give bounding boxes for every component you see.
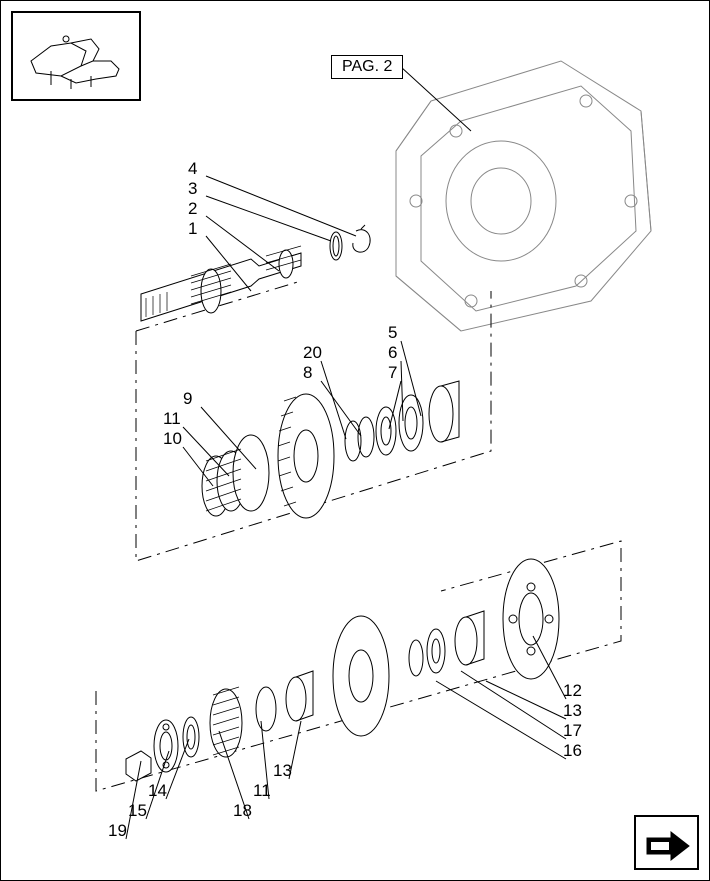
callout-16: 16	[563, 741, 582, 761]
callout-11: 11	[163, 409, 181, 429]
top-shaft	[141, 225, 370, 321]
callout-4: 4	[188, 159, 197, 179]
callout-14: 14	[148, 781, 167, 801]
callout-1: 1	[188, 219, 197, 239]
leader-lines	[126, 176, 566, 839]
callout-19: 19	[108, 821, 127, 841]
page: PAG. 2	[0, 0, 710, 881]
callout-3: 3	[188, 179, 197, 199]
thumbnail-svg	[21, 21, 131, 91]
page-reference-label: PAG. 2	[342, 58, 392, 75]
callout-11: 11	[253, 781, 271, 801]
callout-5: 5	[388, 323, 397, 343]
callout-7: 7	[388, 363, 397, 383]
callout-13: 13	[563, 701, 582, 721]
corner-icon-box	[634, 815, 699, 870]
callout-17: 17	[563, 721, 582, 741]
arrow-icon	[643, 824, 691, 862]
middle-cluster	[202, 381, 459, 518]
lower-train	[126, 559, 559, 781]
callout-8: 8	[303, 363, 312, 383]
callout-15: 15	[128, 801, 147, 821]
page-reference-box: PAG. 2	[331, 55, 403, 79]
callout-2: 2	[188, 199, 197, 219]
exploded-view-drawing	[1, 1, 710, 881]
callout-12: 12	[563, 681, 582, 701]
callout-6: 6	[388, 343, 397, 363]
housing-ghost	[396, 61, 651, 331]
callout-10: 10	[163, 429, 182, 449]
callout-18: 18	[233, 801, 252, 821]
callout-13: 13	[273, 761, 292, 781]
thumbnail-box	[11, 11, 141, 101]
callout-20: 20	[303, 343, 322, 363]
callout-9: 9	[183, 389, 192, 409]
